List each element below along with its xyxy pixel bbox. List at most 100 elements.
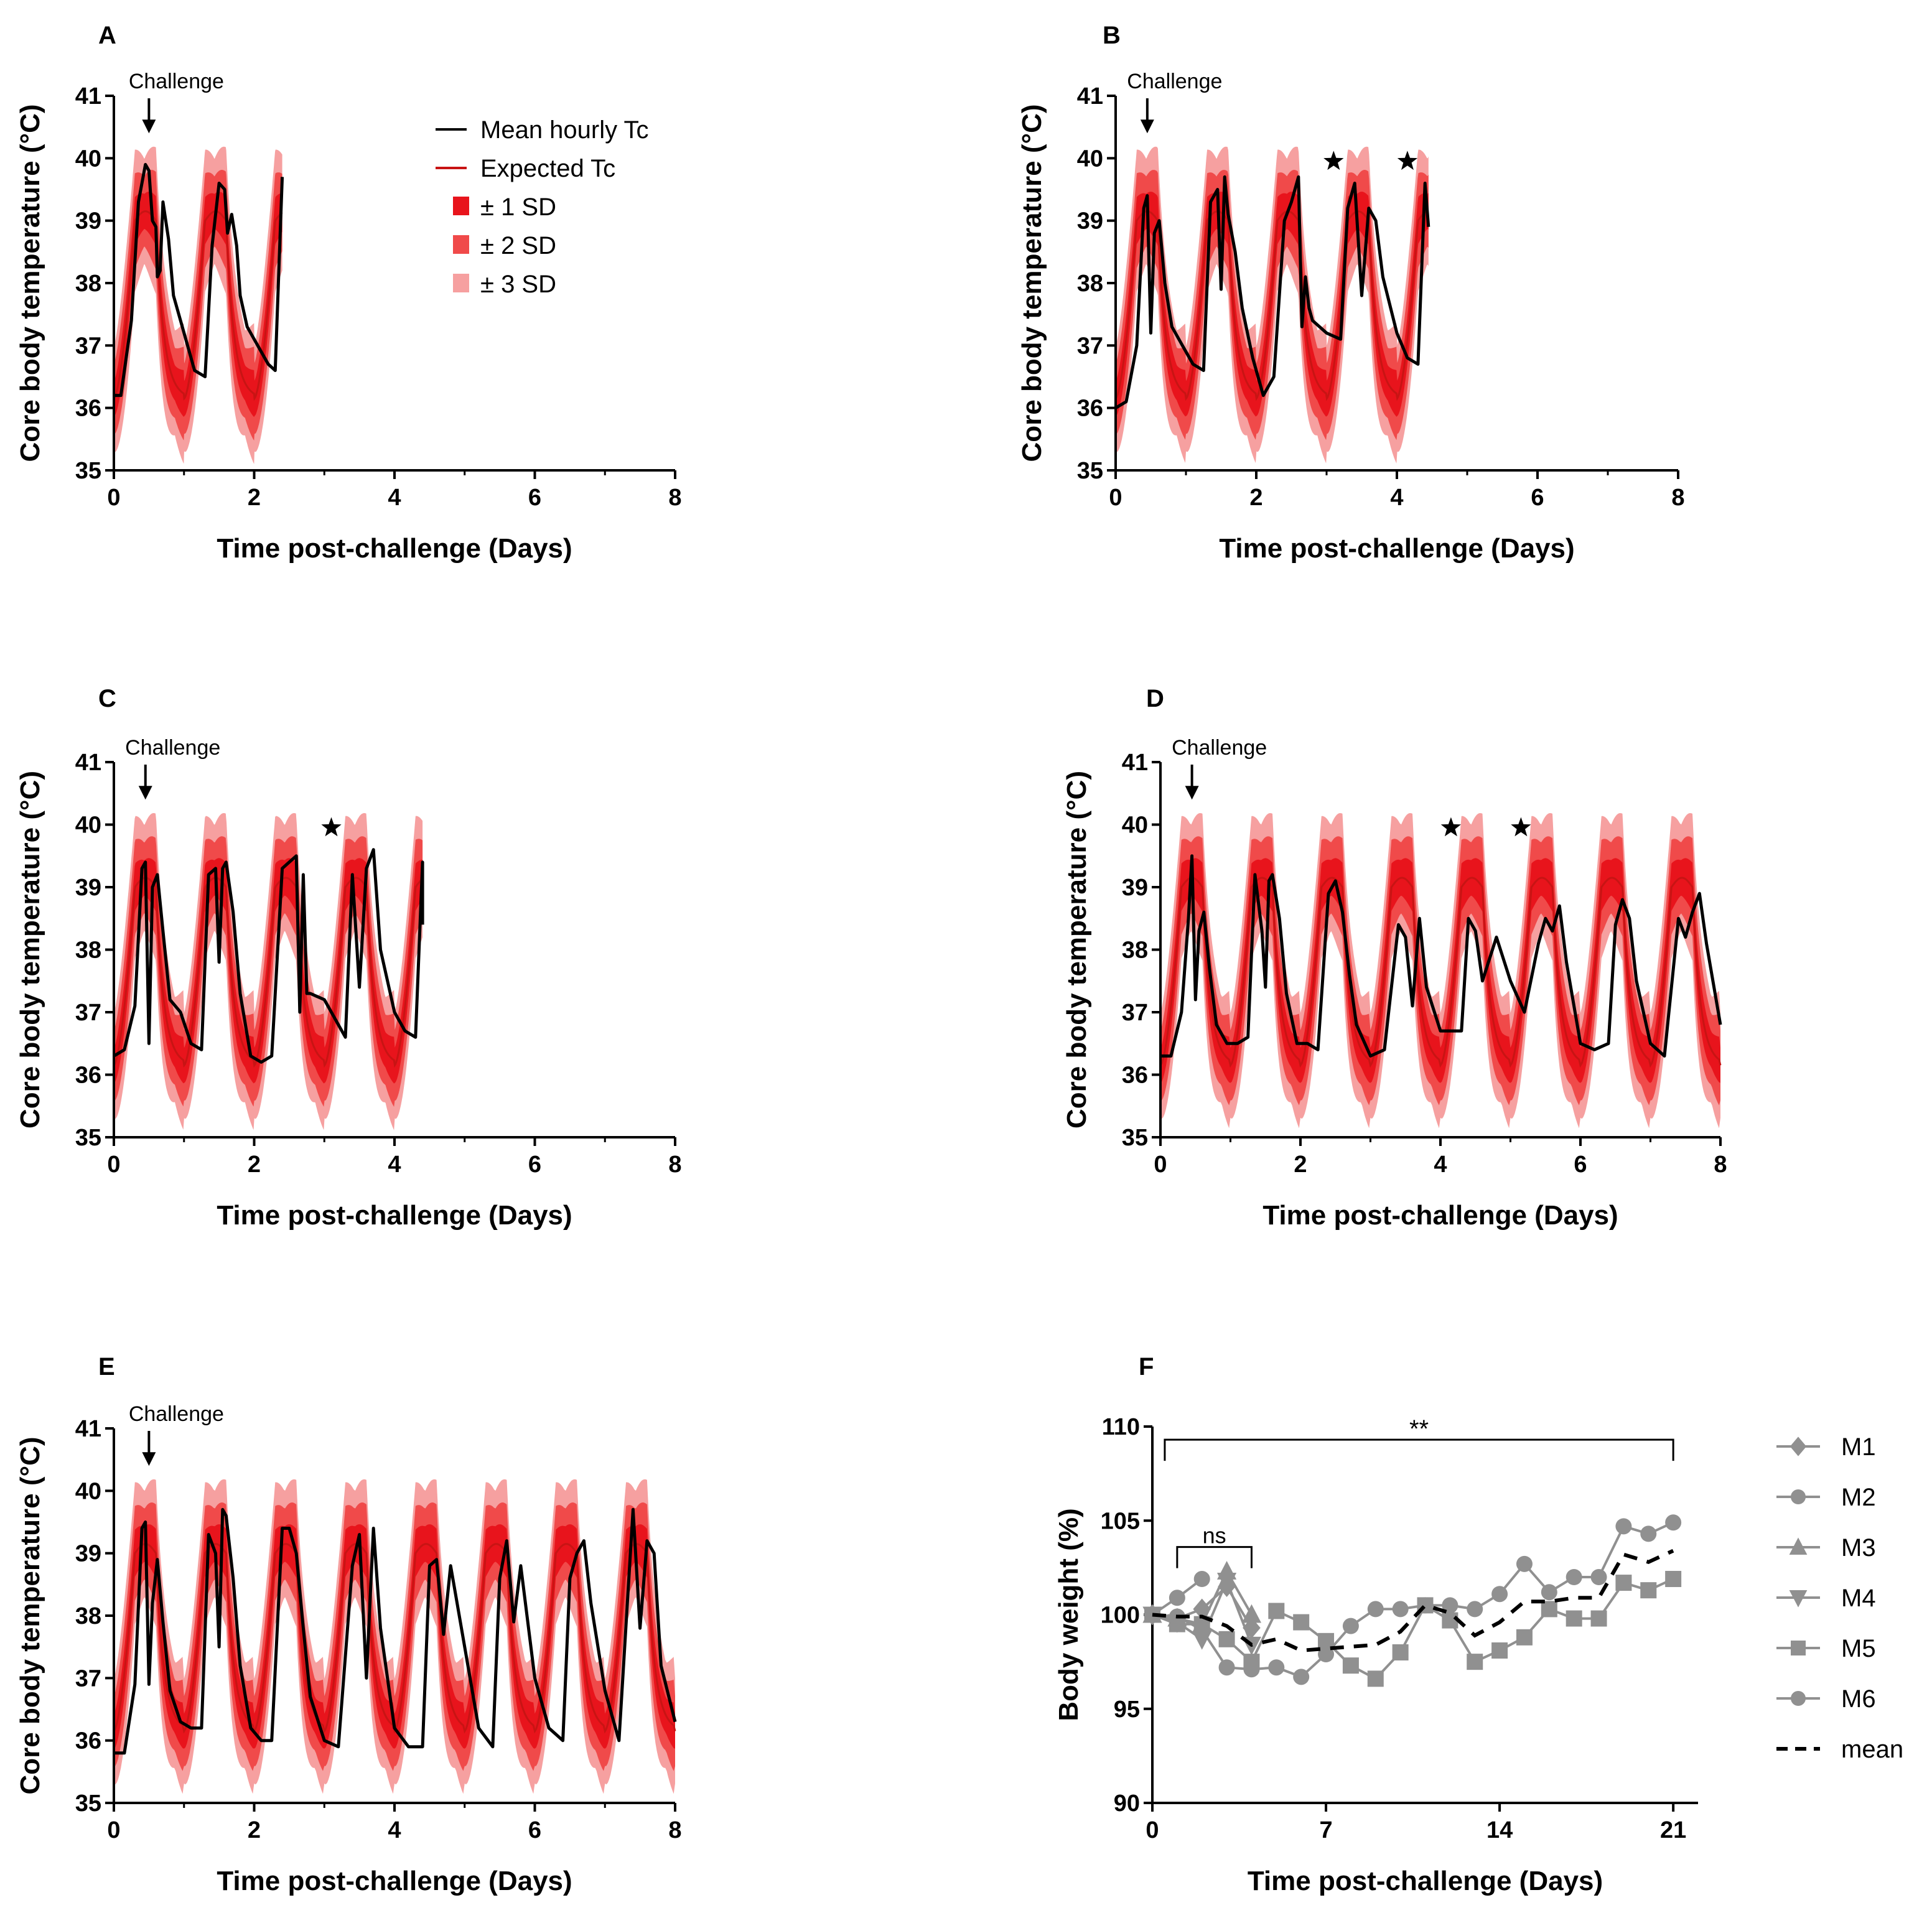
marker-square: [1791, 1641, 1806, 1655]
marker-circle: [1467, 1601, 1483, 1618]
weight-legend: M1 M2 M3 M4 M5 M6 mean: [1776, 1433, 1903, 1763]
marker-square: [1516, 1629, 1533, 1646]
marker-circle: [1342, 1618, 1359, 1634]
y-tick-label: 39: [75, 208, 101, 235]
x-axis-label: Time post-challenge (Days): [217, 1200, 572, 1231]
marker-circle: [1293, 1669, 1310, 1685]
x-tick-label: 2: [248, 485, 261, 511]
significance-brackets: ** ns: [1164, 1415, 1674, 1568]
marker-circle: [1491, 1586, 1508, 1603]
y-axis-label: Core body temperature (°C): [1062, 771, 1092, 1129]
legend-label: M5: [1841, 1635, 1876, 1662]
y-tick-label: 37: [1122, 1000, 1148, 1026]
y-axis-label: Core body temperature (°C): [15, 104, 45, 462]
x-tick-label: 6: [1531, 485, 1544, 511]
x-tick-label: 4: [388, 1817, 401, 1843]
expected-tc-line: [1114, 210, 1429, 401]
panel-letter: C: [98, 685, 116, 712]
x-axis-label: Time post-challenge (Days): [217, 1866, 572, 1896]
y-tick-label: 40: [1122, 813, 1148, 839]
panel-e: 35 36 37 38 39 40 41 0 2 4 6 8 Time post-challenge (…: [15, 1353, 682, 1896]
x-axis-label: Time post-challenge (Days): [217, 533, 572, 564]
legend-swatch-sd: [453, 235, 469, 254]
marker-square: [1342, 1657, 1359, 1674]
marker-square: [1640, 1582, 1657, 1599]
observed-tc-line: [114, 1507, 677, 1755]
expected-tc-line: [113, 210, 283, 401]
y-tick-label: 90: [1114, 1790, 1140, 1817]
x-tick-label: 8: [668, 1152, 681, 1178]
y-ticks: 35 36 37 38 39 40 41: [1122, 750, 1160, 1151]
marker-circle: [1392, 1601, 1409, 1618]
marker-square: [1392, 1644, 1409, 1660]
observed-tc-line: [114, 162, 284, 398]
y-tick-label: 40: [75, 146, 101, 172]
x-ticks: 0 2 4 6 8: [1154, 1137, 1727, 1178]
x-tick-label: 8: [1714, 1152, 1727, 1178]
marker-square: [1467, 1654, 1483, 1670]
panel-letter: F: [1139, 1353, 1154, 1381]
x-axis-label: Time post-challenge (Days): [1248, 1866, 1603, 1896]
y-ticks: 35 36 37 38 39 40 41: [1077, 83, 1116, 484]
y-ticks: 35 36 37 38 39 40 41: [75, 1416, 114, 1817]
significance-star: [1440, 817, 1461, 837]
significance-star: [1397, 151, 1418, 170]
series-mean: [1152, 1548, 1674, 1653]
series-m6: [1144, 1514, 1682, 1685]
y-tick-label: 100: [1101, 1603, 1140, 1629]
y-tick-label: 36: [1122, 1063, 1148, 1089]
marker-circle: [1169, 1590, 1185, 1606]
y-tick-label: 38: [75, 271, 101, 297]
sd-band-2: [114, 1502, 675, 1771]
y-axis-label: Core body temperature (°C): [15, 771, 45, 1129]
challenge-arrow-head: [142, 1452, 156, 1466]
x-tick-label: 21: [1660, 1817, 1686, 1843]
y-tick-label: 36: [75, 396, 101, 422]
marker-circle: [1665, 1514, 1682, 1531]
y-tick-label: 39: [75, 1541, 101, 1567]
y-tick-label: 36: [75, 1728, 101, 1754]
marker-circle: [1193, 1571, 1210, 1588]
bracket-label-overall: **: [1409, 1415, 1429, 1443]
challenge-arrow-head: [142, 119, 156, 134]
marker-circle: [1318, 1646, 1335, 1663]
x-ticks: 0 2 4 6 8: [107, 1803, 682, 1843]
legend-label: M1: [1841, 1433, 1876, 1461]
y-tick-label: 36: [1077, 396, 1103, 422]
marker-triangle-up: [1241, 1604, 1262, 1623]
legend-label: M4: [1841, 1585, 1876, 1612]
tc-legend: Mean hourly Tc Expected Tc ± 1 SD ± 2 SD ± 3…: [436, 116, 649, 298]
y-tick-label: 38: [1077, 271, 1103, 297]
marker-circle: [1268, 1659, 1285, 1676]
y-tick-label: 38: [75, 938, 101, 964]
challenge-label: Challenge: [125, 736, 220, 760]
x-tick-label: 0: [1146, 1817, 1159, 1843]
legend-label: ± 3 SD: [480, 271, 556, 298]
y-tick-label: 37: [75, 1000, 101, 1026]
x-tick-label: 4: [1390, 485, 1403, 511]
marker-circle: [1516, 1555, 1533, 1572]
y-tick-label: 105: [1101, 1508, 1140, 1534]
marker-circle: [1193, 1621, 1210, 1638]
challenge-label: Challenge: [1172, 736, 1267, 760]
marker-circle: [1791, 1489, 1806, 1504]
y-tick-label: 35: [1122, 1125, 1148, 1151]
marker-circle: [1442, 1597, 1458, 1614]
y-tick-label: 36: [75, 1063, 101, 1089]
y-tick-label: 37: [75, 1665, 101, 1692]
x-tick-label: 8: [668, 485, 681, 511]
challenge-arrow-head: [1140, 119, 1154, 134]
panel-letter: A: [98, 22, 116, 49]
marker-square: [1268, 1603, 1285, 1619]
marker-square: [1442, 1612, 1458, 1629]
significance-star: [1323, 151, 1344, 170]
mean-line: [1152, 1548, 1674, 1653]
x-tick-label: 14: [1486, 1817, 1513, 1843]
marker-circle: [1566, 1569, 1582, 1585]
marker-circle: [1367, 1601, 1384, 1618]
x-tick-label: 0: [107, 1152, 120, 1178]
marker-square: [1541, 1601, 1557, 1618]
marker-triangle-down: [1216, 1573, 1237, 1591]
challenge-arrow-head: [1185, 786, 1199, 800]
legend-label: ± 2 SD: [480, 232, 556, 259]
